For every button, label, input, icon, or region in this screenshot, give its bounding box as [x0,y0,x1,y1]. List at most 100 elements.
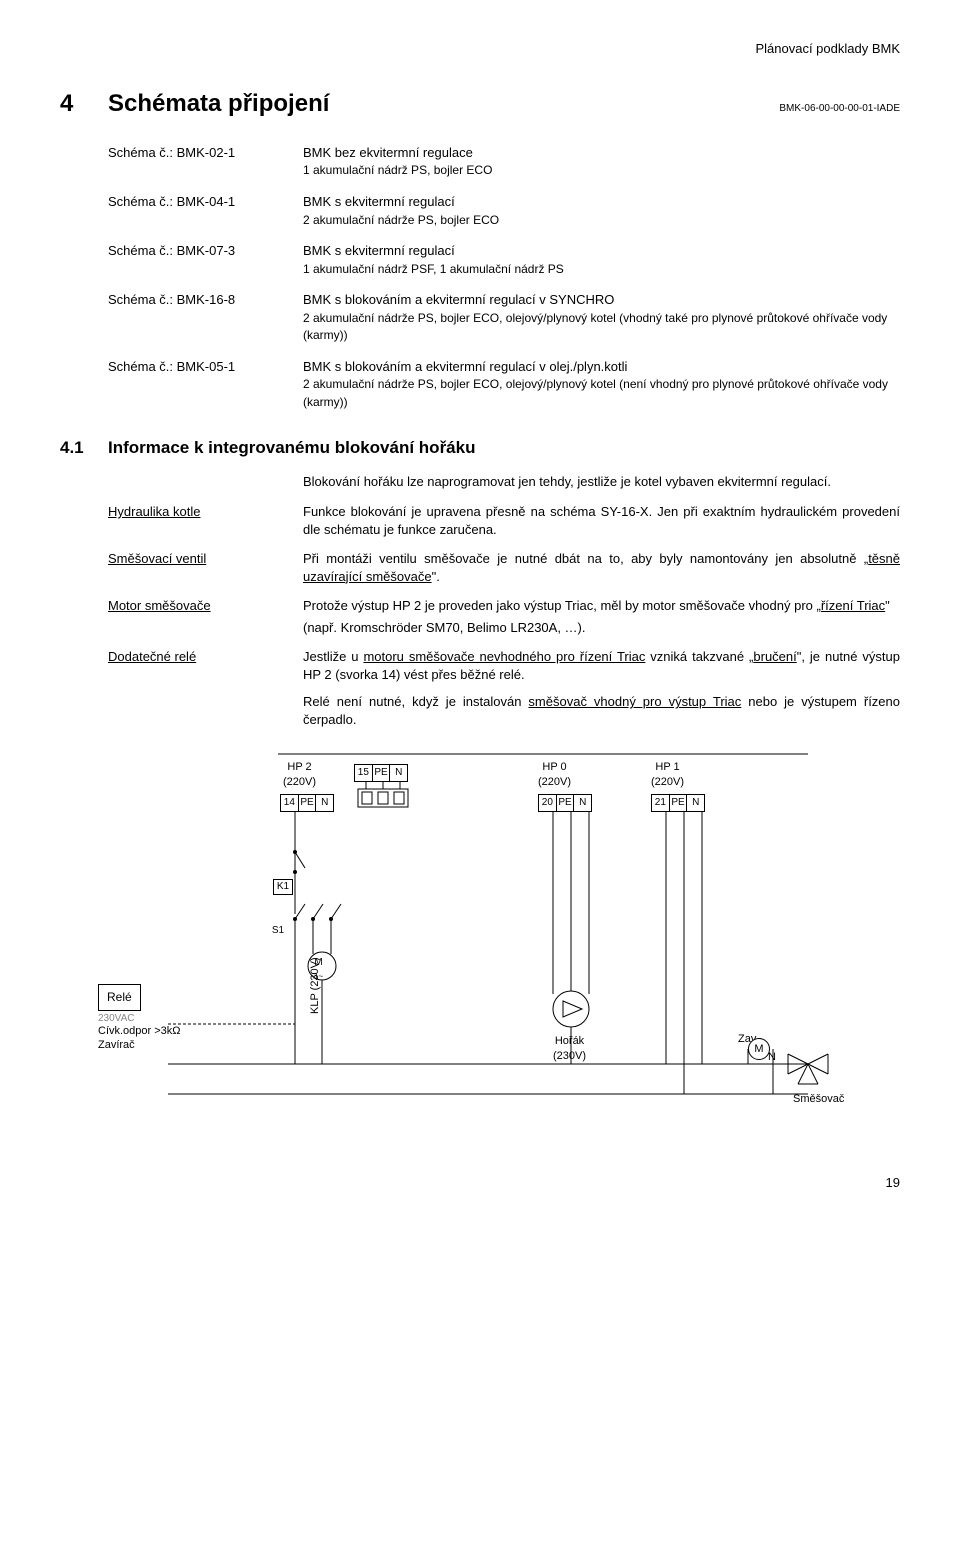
info-row: Dodatečné relé Jestliže u motoru směšova… [108,648,900,728]
text-underline: motoru směšovače nevhodného pro řízení T… [363,649,645,664]
text: (220V) [283,775,316,790]
schema-desc-main: BMK s blokováním a ekvitermní regulací v… [303,359,627,374]
hp0-label: HP 0 (220V) [538,760,571,790]
wiring-diagram: HP 2 (220V) 15 PE N 14 PE N HP 0 (220V) … [108,754,868,1134]
schema-label: Schéma č.: BMK-07-3 [108,242,303,277]
text-fragment: Jestliže u [303,649,363,664]
pin: N [687,795,704,811]
info-row: Hydraulika kotle Funkce blokování je upr… [108,503,900,538]
subsection-intro: Blokování hořáku lze naprogramovat jen t… [303,473,900,491]
pin: 20 [539,795,557,811]
pin: PE [557,795,575,811]
pin: PE [670,795,688,811]
info-label: Směšovací ventil [108,550,303,585]
schema-desc-sub: 2 akumulační nádrže PS, bojler ECO, olej… [303,377,888,409]
text-underline: bručení [753,649,796,664]
schema-label: Schéma č.: BMK-04-1 [108,193,303,228]
text-fragment: Při montáži ventilu směšovače je nutné d… [303,551,868,566]
schema-item: Schéma č.: BMK-05-1 BMK s blokováním a e… [108,358,900,411]
info-text: Při montáži ventilu směšovače je nutné d… [303,550,900,585]
text: HP 0 [538,760,571,775]
info-label: Hydraulika kotle [108,503,303,538]
info-text: Protože výstup HP 2 je proveden jako výs… [303,597,900,636]
text-fragment: ". [432,569,440,584]
text: (230V) [553,1049,586,1064]
text-underline: řízení Triac [821,598,885,613]
schema-desc-main: BMK s ekvitermní regulací [303,194,455,209]
text: Cívk.odpor >3kΩ [98,1025,181,1037]
hp2-bottom-terminal: 14 PE N [280,794,334,812]
schema-desc: BMK s blokováním a ekvitermní regulací v… [303,291,900,344]
hp2-top-terminal: 15 PE N [354,764,408,782]
text: KLP [309,994,321,1015]
schema-desc-main: BMK bez ekvitermní regulace [303,145,473,160]
schema-desc-sub: 2 akumulační nádrže PS, bojler ECO [303,213,499,227]
page-number: 19 [60,1174,900,1192]
klp-label: KLP (230V) [308,958,323,1015]
section-title: Schémata připojení [108,88,779,120]
mixer-label: Směšovač [793,1092,844,1107]
schema-item: Schéma č.: BMK-07-3 BMK s ekvitermní reg… [108,242,900,277]
relay-spec3: Zavírač [98,1038,135,1053]
subsection-body: Hydraulika kotle Funkce blokování je upr… [108,503,900,728]
info-row: Motor směšovače Protože výstup HP 2 je p… [108,597,900,636]
schema-desc-main: BMK s blokováním a ekvitermní regulací v… [303,292,614,307]
info-row: Směšovací ventil Při montáži ventilu smě… [108,550,900,585]
hp1-label: HP 1 (220V) [651,760,684,790]
relay-spec2: Cívk.odpor >3kΩ [98,1024,181,1039]
hp0-terminal: 20 PE N [538,794,592,812]
horak-label: Hořák (230V) [553,1034,586,1064]
schema-label: Schéma č.: BMK-05-1 [108,358,303,411]
text-extra: (např. Kromschröder SM70, Belimo LR230A,… [303,619,900,637]
schema-item: Schéma č.: BMK-16-8 BMK s blokováním a e… [108,291,900,344]
info-label: Motor směšovače [108,597,303,636]
subsection-heading: 4.1 Informace k integrovanému blokování … [60,437,900,460]
text-extra: Relé není nutné, když je instalován směš… [303,693,900,728]
schema-label: Schéma č.: BMK-02-1 [108,144,303,179]
text-fragment: Protože výstup HP 2 je proveden jako výs… [303,598,821,613]
pin: 15 [355,765,373,781]
schema-desc-sub: 1 akumulační nádrž PS, bojler ECO [303,163,492,177]
k1-label: K1 [273,879,293,895]
section-code: BMK-06-00-00-00-01-IADE [779,102,900,116]
info-text: Funkce blokování je upravena přesně na s… [303,503,900,538]
section-heading: 4 Schémata připojení BMK-06-00-00-00-01-… [60,88,900,120]
wiring-svg [108,754,868,1134]
subsection-number: 4.1 [60,437,108,460]
text: HP 1 [651,760,684,775]
schema-list: Schéma č.: BMK-02-1 BMK bez ekvitermní r… [108,144,900,411]
text-fragment: " [885,598,890,613]
relay-box: Relé [98,984,141,1010]
pin: N [574,795,591,811]
pin: PE [373,765,391,781]
doc-header: Plánovací podklady BMK [60,40,900,58]
schema-item: Schéma č.: BMK-04-1 BMK s ekvitermní reg… [108,193,900,228]
schema-desc: BMK bez ekvitermní regulace 1 akumulační… [303,144,900,179]
schema-desc: BMK s ekvitermní regulací 1 akumulační n… [303,242,900,277]
text: (220V) [538,775,571,790]
schema-desc: BMK s ekvitermní regulací 2 akumulační n… [303,193,900,228]
section-number: 4 [60,88,108,120]
pin: N [316,795,333,811]
schema-desc-sub: 1 akumulační nádrž PSF, 1 akumulační nád… [303,262,564,276]
s1-label: S1 [268,924,288,938]
info-text: Jestliže u motoru směšovače nevhodného p… [303,648,900,728]
text: Hořák [553,1034,586,1049]
schema-item: Schéma č.: BMK-02-1 BMK bez ekvitermní r… [108,144,900,179]
schema-desc-sub: 2 akumulační nádrže PS, bojler ECO, olej… [303,311,887,343]
text-fragment: vzniká takzvané „ [645,649,753,664]
subsection-title: Informace k integrovanému blokování hořá… [108,437,475,460]
pin: N [390,765,407,781]
pin: 14 [281,795,299,811]
schema-label: Schéma č.: BMK-16-8 [108,291,303,344]
hp2-label: HP 2 (220V) [283,760,316,790]
text: (230V) [309,958,321,991]
info-label: Dodatečné relé [108,648,303,728]
schema-desc-main: BMK s ekvitermní regulací [303,243,455,258]
schema-desc: BMK s blokováním a ekvitermní regulací v… [303,358,900,411]
hp1-terminal: 21 PE N [651,794,705,812]
pin: 21 [652,795,670,811]
text: (220V) [651,775,684,790]
pin: PE [299,795,317,811]
relay-title: Relé [107,989,132,1005]
